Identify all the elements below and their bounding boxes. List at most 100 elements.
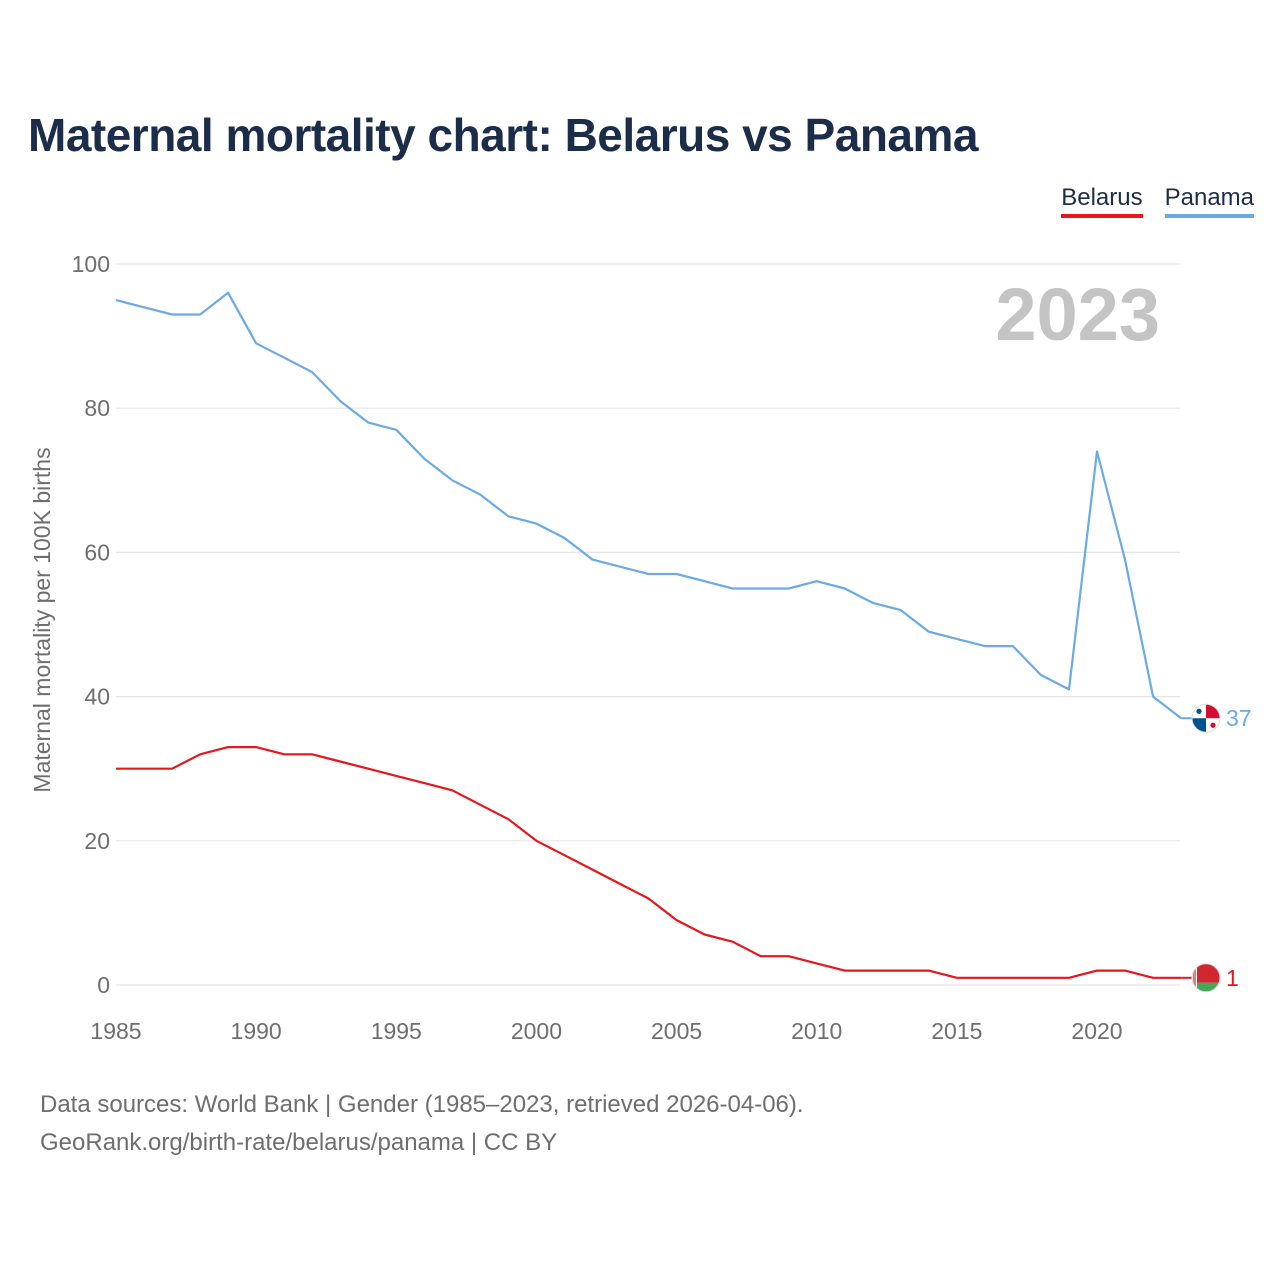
data-point-belarus (1150, 975, 1156, 981)
data-point-panama (113, 297, 119, 303)
data-point-belarus (814, 960, 820, 966)
y-axis-label: Maternal mortality per 100K births (29, 447, 55, 792)
legend-item-belarus[interactable]: Belarus (1061, 184, 1143, 218)
data-point-belarus (674, 917, 680, 923)
data-point-panama (842, 585, 848, 591)
data-point-panama (814, 578, 820, 584)
data-point-belarus (954, 975, 960, 981)
data-point-belarus (1122, 968, 1128, 974)
data-point-panama (253, 340, 259, 346)
data-point-belarus (926, 968, 932, 974)
y-tick-label: 20 (84, 828, 110, 854)
data-point-belarus (589, 867, 595, 873)
data-point-panama (449, 477, 455, 483)
x-tick-label: 1985 (90, 1018, 141, 1044)
data-point-panama (1066, 686, 1072, 692)
data-point-panama (505, 513, 511, 519)
data-point-panama (533, 521, 539, 527)
legend: Belarus Panama (1061, 184, 1254, 218)
data-point-belarus (702, 932, 708, 938)
data-point-panama (589, 557, 595, 563)
data-point-belarus (197, 751, 203, 757)
y-tick-label: 80 (84, 395, 110, 421)
data-point-belarus (561, 852, 567, 858)
data-point-panama (1094, 448, 1100, 454)
data-point-belarus (449, 787, 455, 793)
data-point-belarus (1094, 968, 1100, 974)
source-link[interactable]: GeoRank.org/birth-rate/belarus/panama | … (40, 1129, 558, 1156)
data-point-belarus (1066, 975, 1072, 981)
data-point-belarus (337, 758, 343, 764)
data-point-belarus (365, 766, 371, 772)
data-point-panama (1010, 643, 1016, 649)
data-point-belarus (1038, 975, 1044, 981)
data-point-belarus (477, 802, 483, 808)
data-point-belarus (898, 968, 904, 974)
y-tick-labels: 0 20 40 60 80 100 (72, 251, 110, 998)
x-tick-label: 2005 (651, 1018, 702, 1044)
year-watermark: 2023 (995, 273, 1160, 356)
data-point-panama (730, 585, 736, 591)
y-tick-label: 100 (72, 251, 110, 277)
data-point-belarus (758, 953, 764, 959)
x-tick-labels: 1985 1990 1995 2000 2005 2010 2015 2020 (90, 1018, 1122, 1044)
data-point-belarus (982, 975, 988, 981)
x-tick-label: 2020 (1071, 1018, 1122, 1044)
data-point-belarus (730, 939, 736, 945)
data-point-panama (337, 398, 343, 404)
data-point-belarus (505, 816, 511, 822)
data-source-text: Data sources: World Bank | Gender (1985–… (40, 1091, 804, 1118)
data-point-panama (1038, 672, 1044, 678)
data-point-panama (898, 607, 904, 613)
data-point-belarus (225, 744, 231, 750)
data-point-panama (1150, 694, 1156, 700)
data-point-belarus (646, 895, 652, 901)
data-point-belarus (393, 773, 399, 779)
data-point-panama (169, 311, 175, 317)
series-line-panama (115, 291, 1182, 720)
data-point-belarus (169, 766, 175, 772)
data-point-belarus (533, 838, 539, 844)
data-point-panama (926, 629, 932, 635)
data-point-panama (982, 643, 988, 649)
end-markers: 1 37 (1181, 703, 1252, 993)
data-point-panama (702, 578, 708, 584)
data-point-belarus (281, 751, 287, 757)
data-point-panama (365, 420, 371, 426)
series-lines (113, 290, 1182, 981)
data-point-belarus (421, 780, 427, 786)
data-point-belarus (618, 881, 624, 887)
x-tick-label: 2000 (511, 1018, 562, 1044)
data-point-belarus (870, 968, 876, 974)
data-point-panama (1122, 557, 1128, 563)
data-point-panama (309, 369, 315, 375)
data-point-panama (674, 571, 680, 577)
data-point-panama (646, 571, 652, 577)
gridlines (116, 263, 1180, 986)
data-point-belarus (786, 953, 792, 959)
x-tick-label: 1990 (231, 1018, 282, 1044)
legend-item-panama[interactable]: Panama (1164, 184, 1254, 218)
end-value-label-belarus: 1 (1226, 965, 1239, 991)
data-point-panama (141, 304, 147, 310)
data-point-belarus (141, 766, 147, 772)
x-tick-label: 1995 (371, 1018, 422, 1044)
data-point-panama (870, 600, 876, 606)
y-tick-label: 40 (84, 684, 110, 710)
belarus-flag-icon (1191, 963, 1221, 993)
data-point-panama (618, 564, 624, 570)
data-point-belarus (253, 744, 259, 750)
panama-flag-icon (1191, 703, 1221, 733)
data-point-panama (225, 290, 231, 296)
data-point-panama (281, 355, 287, 361)
data-point-panama (954, 636, 960, 642)
footer: Data sources: World Bank | Gender (1985–… (40, 1086, 804, 1162)
end-value-label-panama: 37 (1226, 705, 1252, 731)
x-tick-label: 2015 (931, 1018, 982, 1044)
data-point-belarus (842, 968, 848, 974)
data-point-belarus (113, 766, 119, 772)
data-point-panama (561, 535, 567, 541)
x-tick-label: 2010 (791, 1018, 842, 1044)
